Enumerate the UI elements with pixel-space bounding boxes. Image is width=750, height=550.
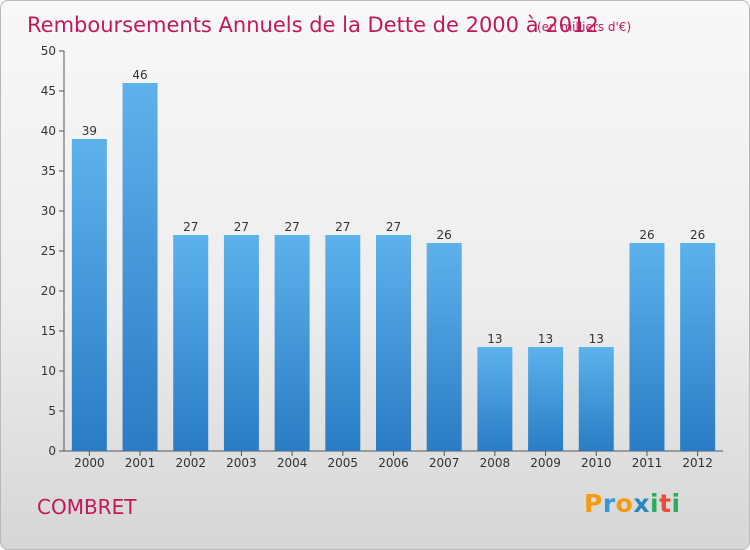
bar-2010 (578, 347, 614, 451)
bar-2001 (122, 83, 158, 451)
x-tick-label-2001: 2001 (125, 456, 156, 470)
y-tick-label: 5 (48, 404, 56, 418)
value-label-2000: 39 (82, 124, 97, 138)
value-label-2010: 13 (589, 332, 604, 346)
x-tick-labels: 2000 2001 2002 2003 2004 2005 2006 2007 2008 2009… (74, 451, 713, 470)
chart-subtitle: (en milliers d'€) (537, 20, 631, 34)
bar-2005 (325, 235, 361, 451)
logo-letter: i (671, 489, 681, 518)
y-tick-label: 0 (48, 444, 56, 458)
bars (71, 83, 716, 451)
y-tick-label: 10 (41, 364, 56, 378)
value-label-2002: 27 (183, 220, 198, 234)
logo-letter: t (659, 489, 672, 518)
logo-letter: P (584, 489, 603, 518)
commune-name: COMBRET (37, 495, 137, 519)
x-tick-label-2009: 2009 (530, 456, 561, 470)
bar-2006 (376, 235, 411, 451)
bar-2007 (426, 243, 462, 451)
value-label-2001: 46 (132, 68, 147, 82)
value-label-2008: 13 (487, 332, 502, 346)
value-label-2004: 27 (284, 220, 299, 234)
y-tick-label: 15 (41, 324, 56, 338)
x-tick-label-2004: 2004 (277, 456, 308, 470)
bar-2004 (274, 235, 310, 451)
bar-2008 (477, 347, 513, 451)
logo-letter: r (602, 489, 616, 518)
x-tick-label-2007: 2007 (429, 456, 460, 470)
value-label-2006: 27 (386, 220, 401, 234)
y-tick-label: 30 (41, 204, 56, 218)
x-tick-label-2008: 2008 (480, 456, 511, 470)
value-label-2005: 27 (335, 220, 350, 234)
proxiti-logo: Proxiti (584, 489, 681, 518)
value-label-2012: 26 (690, 228, 705, 242)
logo-letter: o (615, 489, 634, 518)
x-tick-label-2011: 2011 (632, 456, 663, 470)
y-tick-label: 40 (41, 124, 56, 138)
x-tick-label-2006: 2006 (378, 456, 409, 470)
bar-2003 (223, 235, 259, 451)
bar-2009 (528, 347, 564, 451)
bar-2002 (173, 235, 209, 451)
x-tick-label-2010: 2010 (581, 456, 612, 470)
y-tick-label: 20 (41, 284, 56, 298)
value-label-2007: 26 (437, 228, 452, 242)
value-label-2009: 13 (538, 332, 553, 346)
y-tick-label: 25 (41, 244, 56, 258)
bar-2011 (629, 243, 665, 451)
y-tick-label: 35 (41, 164, 56, 178)
value-label-2011: 26 (639, 228, 654, 242)
value-label-2003: 27 (234, 220, 249, 234)
logo-letter: i (650, 489, 660, 518)
x-tick-label-2002: 2002 (175, 456, 206, 470)
x-tick-label-2005: 2005 (328, 456, 359, 470)
y-tick-label: 50 (41, 44, 56, 58)
x-tick-label-2000: 2000 (74, 456, 105, 470)
x-tick-label-2012: 2012 (682, 456, 713, 470)
y-tick-label: 45 (41, 84, 56, 98)
value-labels: 39 46 27 27 27 27 27 26 13 13 13 26 26 (82, 68, 706, 346)
x-tick-label-2003: 2003 (226, 456, 257, 470)
logo-letter: x (633, 489, 650, 518)
bar-2012 (680, 243, 716, 451)
bar-2000 (71, 139, 107, 451)
chart-title: Remboursements Annuels de la Dette de 20… (27, 13, 599, 37)
